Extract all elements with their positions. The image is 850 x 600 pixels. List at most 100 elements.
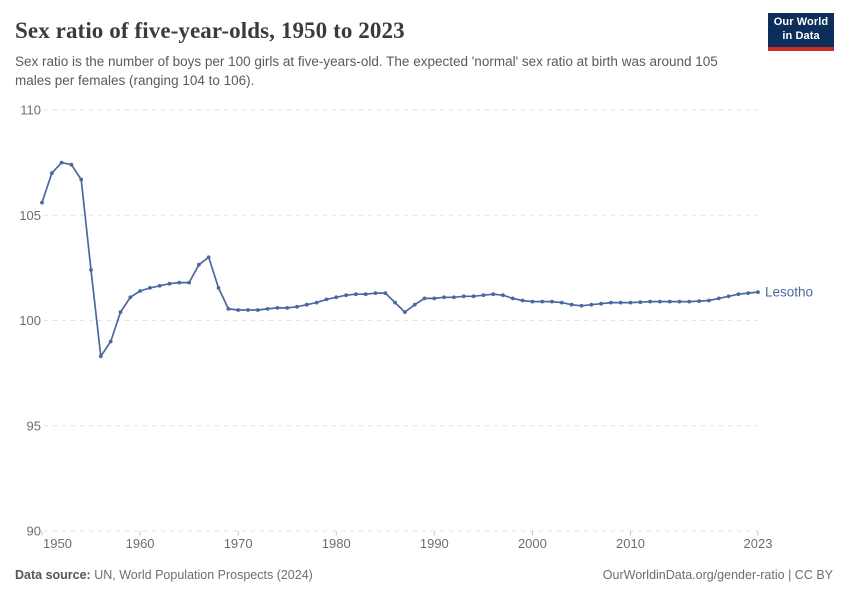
data-point-1958 [118, 310, 123, 314]
data-point-1972 [255, 308, 260, 312]
data-point-1975 [285, 306, 290, 310]
data-point-1976 [295, 304, 299, 309]
x-tick-label-1990: 1990 [420, 536, 449, 551]
data-point-1974 [275, 306, 280, 310]
y-tick-label-95: 95 [27, 418, 41, 433]
data-point-2020 [726, 294, 731, 299]
data-point-1970 [236, 308, 241, 312]
data-point-2005 [579, 303, 584, 308]
data-point-2012 [648, 299, 652, 304]
owid-logo-line1: Our World [773, 16, 829, 29]
owid-logo[interactable]: Our World in Data [768, 13, 834, 51]
data-point-1985 [383, 291, 388, 295]
data-point-1963 [167, 281, 172, 286]
data-point-1950 [40, 200, 44, 205]
data-point-2017 [697, 299, 702, 303]
owid-logo-line2: in Data [782, 30, 820, 42]
series-label-lesotho: Lesotho [765, 285, 813, 300]
data-point-2009 [618, 300, 623, 305]
data-source: Data source: UN, World Population Prospe… [15, 568, 313, 582]
y-tick-label-105: 105 [19, 208, 41, 223]
data-point-1954 [79, 177, 84, 182]
data-point-2004 [569, 302, 574, 307]
data-point-2019 [716, 296, 721, 301]
data-point-1967 [206, 255, 211, 260]
data-point-1998 [510, 296, 515, 301]
y-tick-label-100: 100 [19, 313, 41, 328]
data-source-label: Data source: [15, 568, 91, 582]
data-point-2023 [756, 290, 760, 294]
y-tick-label-90: 90 [27, 524, 41, 539]
data-point-1979 [324, 297, 329, 302]
data-point-1959 [128, 295, 133, 300]
data-point-1966 [197, 262, 201, 267]
data-point-2022 [746, 291, 751, 295]
y-tick-label-110: 110 [20, 103, 41, 118]
data-point-1986 [393, 300, 397, 305]
data-point-1960 [138, 289, 143, 293]
data-point-1994 [471, 294, 476, 299]
data-point-2016 [687, 299, 692, 304]
data-point-1982 [354, 292, 358, 297]
data-point-1991 [442, 295, 446, 300]
data-point-1973 [265, 307, 270, 311]
data-point-2021 [736, 292, 741, 297]
data-point-2013 [658, 299, 662, 304]
data-point-1964 [177, 280, 182, 285]
x-tick-label-1960: 1960 [126, 536, 155, 551]
data-point-1969 [226, 307, 231, 311]
data-point-1961 [148, 286, 152, 290]
data-point-1962 [157, 283, 162, 288]
data-point-1999 [520, 298, 525, 303]
data-point-1988 [412, 302, 417, 307]
data-point-2014 [667, 299, 672, 304]
data-point-1951 [49, 171, 54, 176]
credit-line: OurWorldinData.org/gender-ratio | CC BY [603, 568, 833, 582]
data-point-2002 [550, 299, 554, 304]
data-point-2008 [609, 300, 613, 305]
owid-url-link[interactable]: OurWorldinData.org/gender-ratio [602, 568, 785, 582]
data-point-2018 [707, 298, 711, 303]
data-point-1992 [452, 295, 456, 300]
data-point-1996 [491, 292, 496, 297]
data-point-1956 [98, 354, 103, 359]
data-point-1993 [461, 294, 466, 299]
x-tick-label-2023: 2023 [744, 536, 773, 551]
data-point-1977 [304, 302, 309, 307]
data-point-1971 [246, 308, 250, 312]
data-point-2007 [599, 301, 603, 306]
series-line-lesotho [41, 161, 759, 358]
data-point-1965 [187, 280, 192, 285]
data-point-1957 [108, 339, 113, 344]
credit-separator: | [784, 568, 795, 582]
x-tick-label-1970: 1970 [224, 536, 253, 551]
data-point-1997 [501, 293, 505, 298]
chart-footer: Data source: UN, World Population Prospe… [0, 556, 850, 600]
data-point-1989 [422, 296, 427, 301]
x-tick-label-1980: 1980 [322, 536, 351, 551]
data-point-1980 [334, 295, 339, 300]
license-label: CC BY [794, 568, 833, 582]
chart-subtitle: Sex ratio is the number of boys per 100 … [15, 54, 718, 89]
data-point-1955 [89, 268, 93, 272]
data-point-2010 [628, 300, 633, 305]
data-point-1984 [373, 291, 378, 295]
data-point-1983 [363, 292, 368, 297]
data-point-1981 [344, 293, 348, 298]
data-point-1952 [59, 160, 64, 165]
data-point-1968 [216, 286, 221, 290]
x-tick-label-1950: 1950 [43, 536, 72, 551]
data-point-1953 [69, 162, 74, 167]
data-point-2015 [677, 299, 682, 304]
data-point-2006 [589, 302, 594, 307]
data-source-value: UN, World Population Prospects (2024) [90, 568, 313, 582]
data-point-2003 [559, 300, 564, 305]
x-tick-label-2010: 2010 [616, 536, 645, 551]
data-point-1978 [314, 300, 319, 305]
data-point-1995 [481, 293, 486, 298]
data-point-1990 [432, 296, 437, 301]
x-tick-label-2000: 2000 [518, 536, 547, 551]
data-point-2001 [540, 299, 545, 304]
